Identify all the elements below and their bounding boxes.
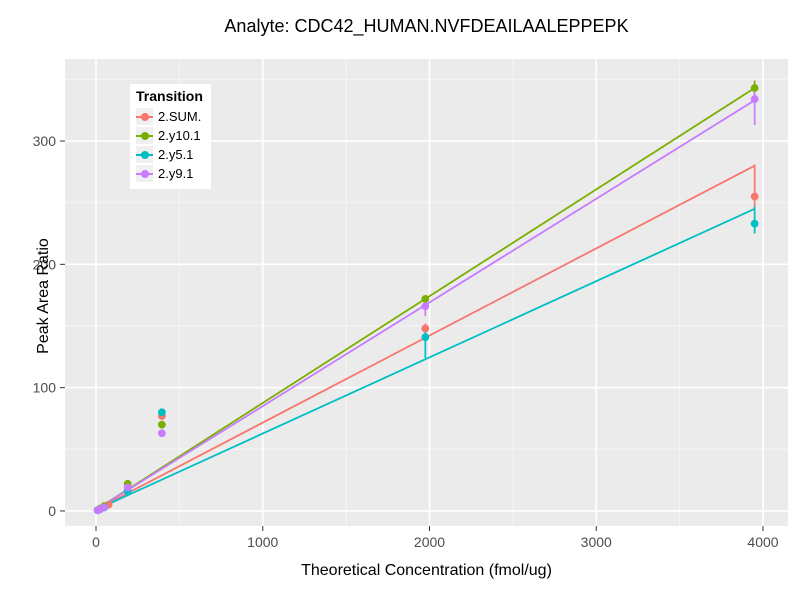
data-point — [421, 333, 430, 341]
legend-item: 2.y10.1 — [136, 126, 203, 145]
data-point — [421, 294, 430, 303]
data-point — [157, 408, 166, 417]
x-tick-label: 0 — [92, 534, 100, 550]
legend-item-label: 2.y5.1 — [158, 147, 194, 162]
y-tick-label: 200 — [33, 256, 57, 272]
y-tick-label: 0 — [48, 503, 56, 519]
data-point — [750, 84, 759, 92]
data-point — [750, 192, 759, 201]
legend-item-label: 2.y10.1 — [158, 128, 201, 143]
data-point — [123, 483, 132, 492]
data-point — [157, 429, 166, 438]
legend-item: 2.y5.1 — [136, 145, 203, 164]
legend-title: Transition — [136, 88, 203, 104]
x-tick-label: 4000 — [747, 534, 778, 550]
legend-item: 2.y9.1 — [136, 164, 203, 183]
legend-item-label: 2.SUM. — [158, 109, 202, 124]
y-tick-label: 100 — [33, 380, 57, 396]
legend-key-icon — [136, 127, 153, 144]
y-tick-label: 300 — [33, 133, 57, 149]
data-point — [421, 324, 430, 333]
legend-items: 2.SUM. 2.y10.1 2.y5.1 2.y9.1 — [136, 107, 203, 183]
data-point — [100, 503, 109, 512]
data-point — [750, 95, 759, 103]
series-line — [95, 208, 756, 511]
x-axis-title: Theoretical Concentration (fmol/ug) — [301, 562, 552, 579]
legend: Transition 2.SUM. 2.y10.1 2.y5.1 2.y9.1 — [130, 84, 211, 189]
x-tick-label: 2000 — [414, 534, 445, 550]
legend-item: 2.SUM. — [136, 107, 203, 126]
x-tick-label: 1000 — [247, 534, 278, 550]
data-point — [157, 420, 166, 429]
legend-key-icon — [136, 165, 153, 182]
legend-key-icon — [136, 146, 153, 163]
chart-title: Analyte: CDC42_HUMAN.NVFDEAILAALEPPEPK — [224, 16, 629, 36]
data-point — [421, 302, 430, 311]
x-tick-label: 3000 — [581, 534, 612, 550]
legend-key-icon — [136, 108, 153, 125]
data-point — [750, 219, 759, 228]
y-axis-title: Peak Area Ratio — [35, 238, 52, 354]
legend-item-label: 2.y9.1 — [158, 166, 194, 181]
